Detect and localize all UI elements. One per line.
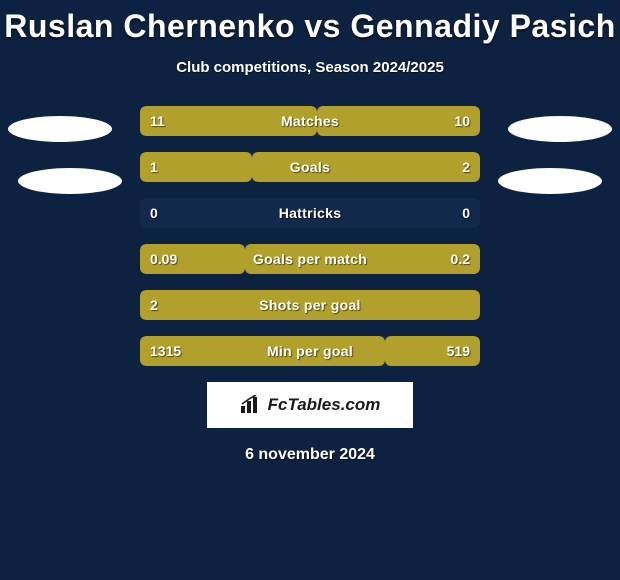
- bar-chart-icon: [240, 395, 262, 415]
- stat-row: Goals per match0.09 0.2: [140, 244, 480, 274]
- stat-label: Hattricks: [140, 198, 480, 228]
- stat-row: Shots per goal2: [140, 290, 480, 320]
- stat-value-left: 0.09: [150, 244, 177, 274]
- logo-text: FcTables.com: [268, 395, 381, 415]
- date-label: 6 november 2024: [0, 446, 620, 464]
- stat-row: Hattricks0 0: [140, 198, 480, 228]
- stat-label: Goals per match: [140, 244, 480, 274]
- stat-value-right: 0.2: [451, 244, 470, 274]
- player-right-avatar-shadow: [508, 116, 612, 142]
- stat-value-left: 11: [150, 106, 165, 136]
- page-title: Ruslan Chernenko vs Gennadiy Pasich: [0, 0, 620, 45]
- stat-value-right: 2: [462, 152, 470, 182]
- stat-row: Min per goal1315 519: [140, 336, 480, 366]
- stat-label: Min per goal: [140, 336, 480, 366]
- stat-value-right: 10: [454, 106, 470, 136]
- player-right-base-shadow: [498, 168, 602, 194]
- stat-value-left: 1315: [150, 336, 181, 366]
- stats-area: Matches11 10 Goals1 2 Hattricks0 0 Goals per m…: [0, 106, 620, 366]
- stat-rows: Matches11 10 Goals1 2 Hattricks0 0 Goals per m…: [140, 106, 480, 366]
- stat-value-left: 0: [150, 198, 158, 228]
- stat-value-left: 1: [150, 152, 158, 182]
- subtitle: Club competitions, Season 2024/2025: [0, 59, 620, 76]
- player-left-base-shadow: [18, 168, 122, 194]
- stat-value-right: 519: [447, 336, 470, 366]
- stat-label: Shots per goal: [140, 290, 480, 320]
- stat-label: Goals: [140, 152, 480, 182]
- player-left-avatar-shadow: [8, 116, 112, 142]
- stat-label: Matches: [140, 106, 480, 136]
- stat-row: Matches11 10: [140, 106, 480, 136]
- stat-row: Goals1 2: [140, 152, 480, 182]
- logo-box: FcTables.com: [207, 382, 413, 428]
- stat-value-left: 2: [150, 290, 158, 320]
- stat-value-right: 0: [462, 198, 470, 228]
